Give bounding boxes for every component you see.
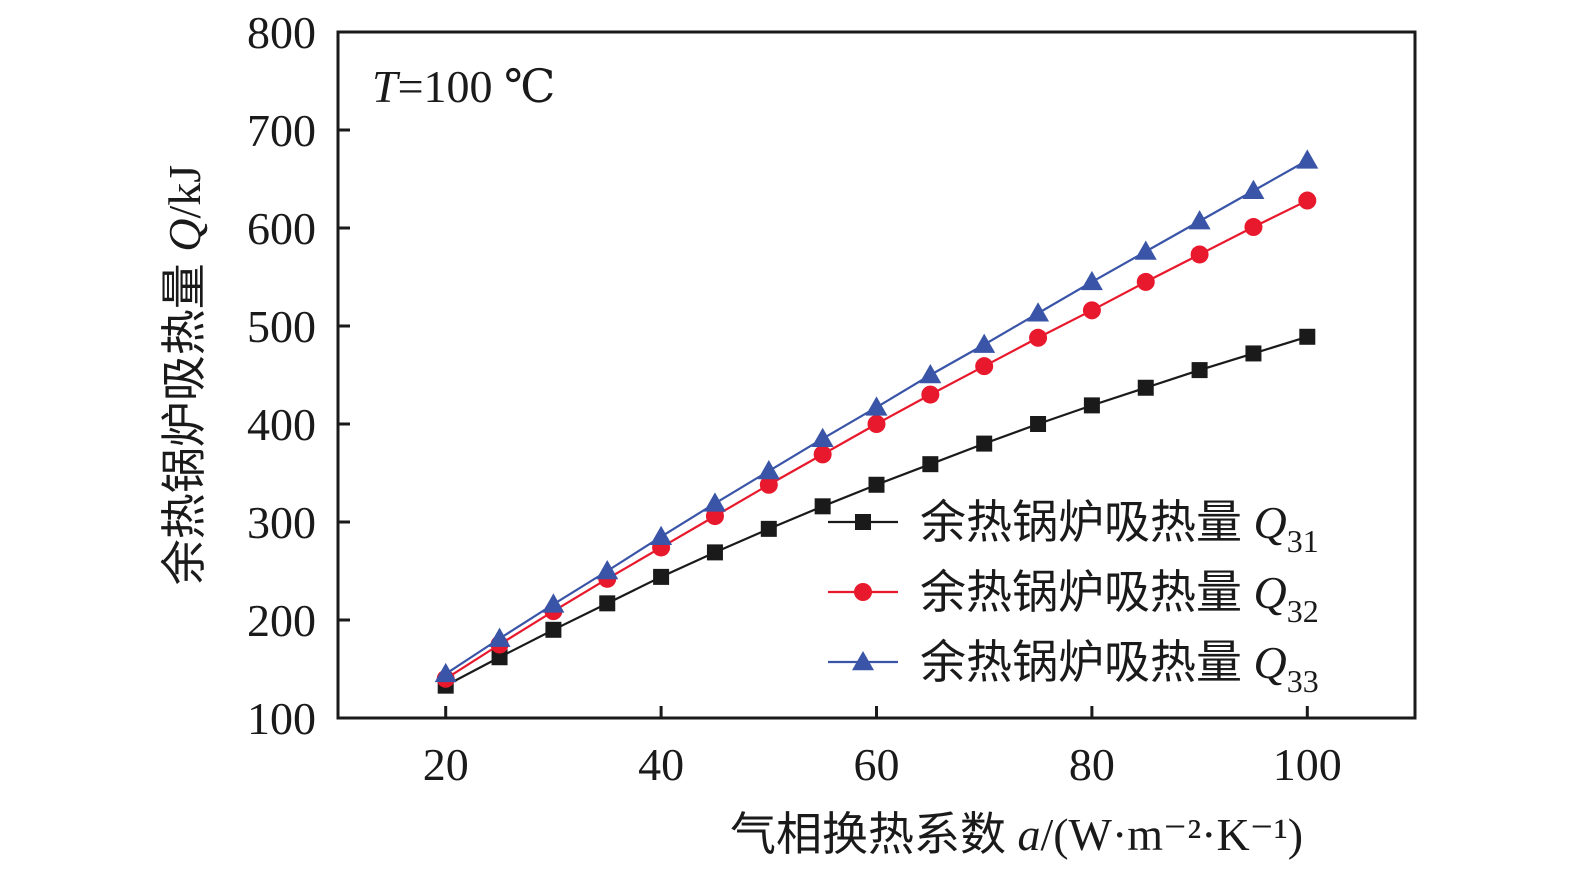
point-Q31-80 [1083, 397, 1100, 414]
point-Q33-80 [1080, 270, 1103, 291]
point-Q31-70 [976, 435, 993, 452]
point-Q32-55 [813, 445, 832, 464]
point-Q32-85 [1136, 272, 1155, 291]
point-Q31-40 [653, 568, 670, 585]
x-axis-title-var: a [1017, 809, 1040, 860]
y-tick-label-100: 100 [247, 693, 316, 744]
point-Q33-90 [1188, 210, 1211, 230]
point-Q33-65 [919, 364, 942, 384]
legend-label-q31: 余热锅炉吸热量 Q31 [920, 497, 1319, 559]
point-Q33-45 [703, 492, 726, 512]
point-Q32-65 [921, 385, 940, 404]
x-axis-title-unit: /(W·m⁻²·K⁻¹) [1040, 809, 1303, 860]
y-axis-title-var: Q [159, 218, 210, 251]
point-Q33-85 [1134, 240, 1157, 260]
x-tick-label-60: 60 [854, 739, 900, 790]
y-axis-title-text: 余热锅炉吸热量 [159, 252, 210, 586]
point-Q31-35 [599, 595, 616, 612]
annotation-var: T [372, 61, 401, 112]
point-Q31-55 [814, 498, 831, 515]
point-Q32-90 [1190, 245, 1209, 264]
point-Q33-30 [542, 593, 565, 613]
legend-entry-q32: 余热锅炉吸热量 Q32 [828, 567, 1319, 629]
legend-entry-q33: 余热锅炉吸热量 Q33 [828, 637, 1319, 699]
point-Q31-75 [1030, 416, 1047, 432]
legend-marker-Q33 [852, 651, 874, 671]
annotation-value: =100 ℃ [398, 61, 556, 112]
point-Q33-100 [1296, 149, 1319, 169]
y-tick-label-700: 700 [247, 105, 316, 156]
temperature-annotation: T=100 ℃ [372, 61, 556, 112]
point-Q31-60 [868, 476, 885, 493]
legend-label-q33: 余热锅炉吸热量 Q33 [920, 637, 1319, 699]
point-Q31-90 [1191, 362, 1208, 379]
point-Q31-85 [1137, 379, 1154, 396]
point-Q33-75 [1027, 302, 1050, 322]
point-Q33-95 [1242, 179, 1265, 200]
point-Q33-25 [488, 627, 511, 647]
point-Q33-60 [865, 396, 888, 416]
x-axis-title-text: 气相换热系数 [730, 809, 1018, 860]
y-tick-label-200: 200 [247, 595, 316, 646]
series-layer [434, 149, 1319, 694]
point-Q31-30 [545, 621, 562, 638]
legend-marker-Q31 [855, 514, 871, 530]
legend: 余热锅炉吸热量 Q31 余热锅炉吸热量 Q32 余热锅炉吸热量 Q33 [828, 497, 1319, 699]
y-tick-label-500: 500 [247, 301, 316, 352]
point-Q32-60 [867, 415, 886, 433]
point-Q31-100 [1299, 328, 1316, 345]
legend-marker-Q32 [854, 583, 872, 601]
point-Q33-35 [596, 560, 619, 580]
point-Q32-50 [759, 475, 778, 494]
point-Q33-40 [650, 525, 673, 545]
point-Q31-95 [1245, 345, 1262, 362]
legend-label-q32: 余热锅炉吸热量 Q32 [920, 567, 1319, 629]
y-tick-label-400: 400 [247, 399, 316, 450]
x-tick-label-100: 100 [1273, 739, 1342, 790]
y-tick-label-600: 600 [247, 203, 316, 254]
point-Q33-70 [973, 333, 996, 353]
point-Q32-80 [1082, 301, 1101, 320]
y-axis-title-unit: /kJ [159, 165, 210, 219]
legend-entry-q31: 余热锅炉吸热量 Q31 [828, 497, 1319, 559]
x-tick-label-40: 40 [638, 739, 684, 790]
point-Q32-75 [1029, 328, 1048, 347]
point-Q32-70 [975, 357, 994, 376]
point-Q31-45 [706, 544, 723, 561]
point-Q32-100 [1298, 191, 1317, 210]
x-axis-title: 气相换热系数 a/(W·m⁻²·K⁻¹) [730, 809, 1303, 860]
point-Q33-55 [811, 427, 834, 447]
point-Q31-65 [922, 456, 939, 473]
point-Q33-50 [757, 460, 780, 480]
x-tick-label-20: 20 [423, 739, 469, 790]
point-Q31-50 [760, 520, 777, 537]
series-Q33 [434, 149, 1319, 683]
axes-layer: 20 40 60 80 100 100 200 300 400 500 600 700 800 [247, 7, 1342, 790]
x-tick-label-80: 80 [1069, 739, 1115, 790]
y-tick-label-300: 300 [247, 497, 316, 548]
plot-frame [336, 30, 1417, 720]
series-Q31 [437, 328, 1316, 694]
point-Q32-95 [1244, 218, 1263, 237]
y-axis-title: 余热锅炉吸热量 Q/kJ [159, 165, 210, 585]
point-Q31-25 [491, 649, 508, 666]
y-tick-label-800: 800 [247, 7, 316, 58]
point-Q33-20 [434, 662, 457, 683]
